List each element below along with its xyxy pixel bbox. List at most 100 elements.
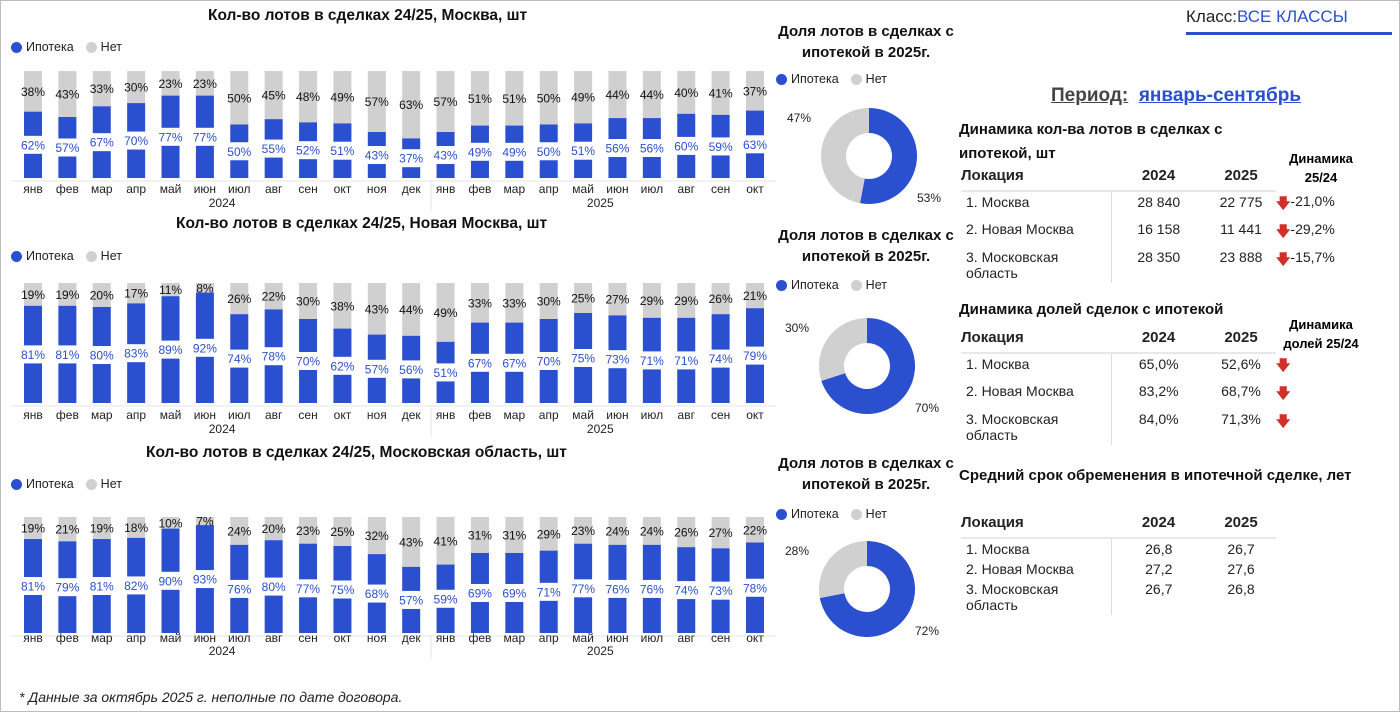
ipoteka-value-label: 79% — [743, 349, 767, 363]
ipoteka-value-label: 63% — [743, 138, 767, 152]
down-arrow-icon: 🡇 — [1276, 385, 1291, 401]
label-bg — [464, 583, 495, 602]
net-value-label: 50% — [537, 91, 561, 105]
column-header[interactable]: 2024 — [1141, 514, 1176, 531]
month-tick-label: дек — [402, 182, 422, 196]
ipoteka-value-label: 56% — [399, 363, 423, 377]
column-header[interactable]: Локация — [961, 167, 1024, 184]
down-arrow-icon: 🡇 — [1276, 251, 1291, 267]
label-bg — [636, 139, 667, 158]
value-cell: 28 840 — [1111, 190, 1206, 219]
label-bg — [499, 353, 530, 372]
column-header[interactable]: Локация — [961, 514, 1024, 531]
net-value-label: 30% — [124, 81, 148, 95]
net-value-label: 49% — [571, 91, 595, 105]
bar-charts: 62% 38% янв 57% 43% фев 67% 33% мар 70% 30% апр 77% 2… — [11, 71, 776, 659]
ipoteka-value-label: 73% — [605, 353, 629, 367]
table-row: 2. Новая Москва 27,2 27,6 — [961, 559, 1276, 579]
ipoteka-dot-icon — [11, 478, 22, 490]
column-header[interactable]: 2025 — [1224, 167, 1258, 184]
class-value[interactable]: ВСЕ КЛАССЫ — [1237, 7, 1348, 26]
net-value-label: 19% — [90, 522, 114, 536]
net-value-label: 8% — [196, 281, 214, 295]
bar-net — [195, 517, 214, 526]
bar-net — [470, 71, 489, 126]
label-bg — [361, 145, 392, 164]
label-bg — [430, 363, 461, 382]
column-header[interactable]: 2024 — [1141, 329, 1176, 346]
label-bg — [396, 590, 427, 609]
table-row: 3. Московская область 84,0% 71,3% 🡇 — [961, 409, 1290, 445]
bar-net — [92, 71, 111, 107]
bar-net — [367, 71, 386, 132]
donut-value-label: 70% — [915, 401, 939, 415]
ipoteka-value-label: 89% — [159, 343, 183, 357]
net-dot-icon — [850, 279, 862, 291]
month-tick-label: дек — [402, 631, 422, 645]
period-filter[interactable]: Период: январь-сентябрь — [1051, 85, 1301, 107]
column-header[interactable]: Локация — [961, 329, 1024, 346]
label-bg — [568, 141, 599, 160]
class-filter[interactable]: Класс:ВСЕ КЛАССЫ — [1186, 7, 1348, 27]
label-bg — [52, 345, 83, 364]
value-cell: 28 350 — [1137, 249, 1181, 265]
ipoteka-value-label: 70% — [296, 355, 320, 369]
month-tick-label: мар — [91, 631, 113, 645]
table-row: 1. Москва 65,0% 52,6% 🡇 — [961, 352, 1290, 381]
bar-net — [127, 517, 146, 538]
period-value[interactable]: январь-сентябрь — [1138, 85, 1302, 106]
month-tick-label: сен — [298, 631, 317, 645]
bar-net — [574, 517, 593, 544]
ipoteka-value-label: 74% — [227, 352, 251, 366]
value-cell: 26,8 — [1111, 537, 1206, 559]
net-value-label: 44% — [605, 88, 629, 102]
column-header[interactable]: 2024 — [1141, 167, 1176, 184]
label-bg — [705, 349, 736, 368]
legend-label: Нет — [865, 507, 887, 521]
ipoteka-value-label: 62% — [330, 359, 354, 373]
share-dynamics-table: Локация 2024 2025 1. Москва 65,0% 52,6% 🡇 2. Но… — [961, 323, 1291, 445]
column-header[interactable]: 2025 — [1224, 329, 1258, 346]
net-value-label: 19% — [55, 288, 79, 302]
label-bg — [86, 133, 117, 152]
donut-value-label: 28% — [785, 544, 809, 558]
bar-net — [574, 283, 593, 313]
ipoteka-value-label: 60% — [674, 139, 698, 153]
month-tick-label: мар — [91, 408, 113, 422]
month-tick-label: июн — [606, 408, 628, 422]
net-value-label: 24% — [227, 524, 251, 538]
label-bg — [18, 345, 48, 364]
net-value-label: 11% — [159, 283, 182, 297]
ipoteka-value-label: 37% — [399, 152, 423, 166]
column-header[interactable]: 2025 — [1224, 514, 1258, 531]
label-bg — [327, 356, 358, 375]
label-bg — [155, 340, 186, 359]
label-bg — [602, 350, 633, 369]
value-cell: 26,8 — [1227, 581, 1255, 597]
net-value-label: 29% — [640, 294, 664, 308]
bar-net — [230, 517, 249, 545]
net-value-label: 24% — [640, 524, 664, 538]
label-bg — [121, 576, 152, 595]
legend-label: Ипотека — [26, 477, 74, 491]
ipoteka-value-label: 71% — [537, 585, 561, 599]
donut-value-label: 72% — [915, 624, 939, 638]
month-tick-label: май — [572, 408, 594, 422]
bar-net — [608, 71, 627, 119]
month-tick-label: фев — [468, 408, 491, 422]
month-tick-label: мар — [504, 408, 526, 422]
table-header-row: Локация 2024 2025 — [961, 323, 1290, 353]
ipoteka-value-label: 43% — [365, 148, 389, 162]
bar-net — [24, 517, 42, 540]
value-cell: 22 775 — [1206, 190, 1276, 219]
net-value-label: 49% — [434, 306, 458, 320]
label-bg — [671, 581, 702, 600]
table-title: Динамика долей сделок с ипотекой — [959, 301, 1224, 318]
value-cell: 27,6 — [1227, 561, 1255, 577]
donut-title: Доля лотов в сделках с ипотекой в 2025г. — [778, 455, 954, 493]
ipoteka-value-label: 80% — [262, 580, 286, 594]
net-value-label: 32% — [365, 529, 389, 543]
legend-new-moscow: Ипотека Нет — [11, 249, 122, 263]
donut-title: Доля лотов в сделках с ипотекой в 2025г. — [778, 23, 954, 61]
ipoteka-value-label: 81% — [21, 348, 45, 362]
